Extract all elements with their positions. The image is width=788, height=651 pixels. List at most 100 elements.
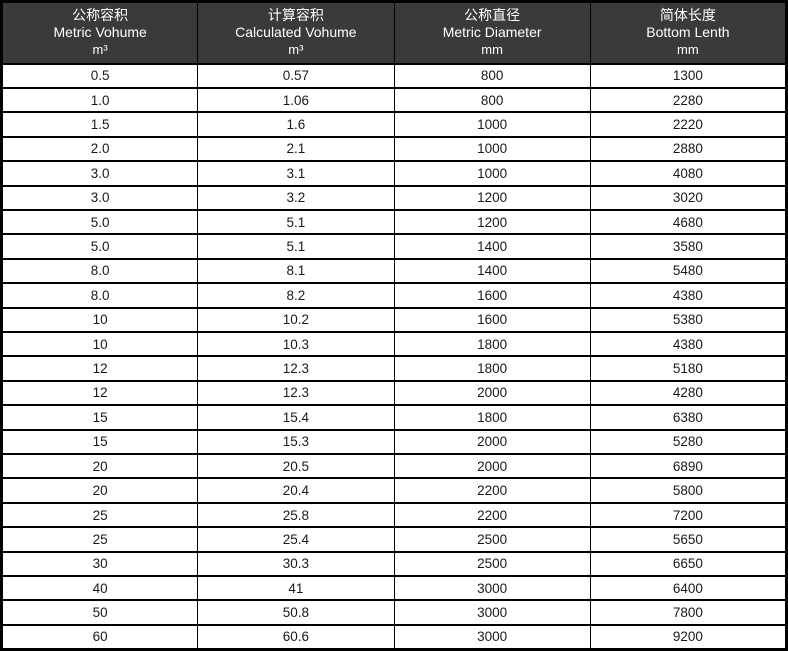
table-cell: 12.3 [197,379,395,407]
table-cell: 2.0 [0,135,199,163]
table-cell: 10.2 [197,306,395,333]
table-row: 1.5 1.6 1000 2220 [0,111,788,138]
table-cell: 40 [0,575,199,602]
table-cell: 6400 [589,575,788,602]
table-body: 0.5 0.57 800 1300 1.0 1.06 800 2280 1.5 1.6 1000 22… [0,62,788,651]
column-header-zh: 公称容积 [72,6,129,23]
table-cell: 20.5 [197,452,395,480]
table-cell: 5650 [589,526,788,553]
table-cell: 1.5 [0,111,199,138]
table-cell: 12 [0,355,199,382]
table-cell: 3.0 [0,160,199,187]
table-row: 5.0 5.1 1200 4680 [0,208,788,236]
table-cell: 15.3 [197,428,395,456]
table-cell: 1000 [393,135,591,163]
table-cell: 15.4 [197,404,395,431]
column-header-2: 公称直径 Metric Diameter mm [393,0,591,65]
table-cell: 1800 [393,404,591,431]
table-cell: 1800 [393,330,591,358]
table-cell: 2.1 [197,135,395,163]
column-header-en: Metric Diameter [442,24,542,41]
table-cell: 15 [0,404,199,431]
table-row: 2.0 2.1 1000 2880 [0,135,788,163]
table-cell: 1000 [393,160,591,187]
table-row: 10 10.3 1800 4380 [0,330,788,358]
table-row: 30 30.3 2500 6650 [0,550,788,578]
table-cell: 15 [0,428,199,456]
column-header-en: Metric Vohume [53,24,147,41]
table-cell: 6890 [589,452,788,480]
table-cell: 3020 [589,184,788,211]
table-header: 公称容积 Metric Vohume m³ 计算容积 Calculated Vohume… [0,0,788,65]
table-cell: 10.3 [197,330,395,358]
table-row: 5.0 5.1 1400 3580 [0,233,788,260]
table-cell: 2880 [589,135,788,163]
table-cell: 1300 [589,62,788,89]
table-cell: 5180 [589,355,788,382]
table-cell: 3000 [393,623,591,651]
table-cell: 2000 [393,428,591,456]
column-header-en: Calculated Vohume [235,24,357,41]
table-cell: 12 [0,379,199,407]
table-cell: 10 [0,330,199,358]
table-cell: 800 [393,86,591,114]
table-cell: 2280 [589,86,788,114]
table-cell: 9200 [589,623,788,651]
column-header-1: 计算容积 Calculated Vohume m³ [197,0,395,65]
table-cell: 1800 [393,355,591,382]
table-cell: 25.4 [197,526,395,553]
table-cell: 8.0 [0,282,199,309]
column-header-unit: m³ [92,42,108,58]
column-header-zh: 公称直径 [464,6,521,23]
table-cell: 8.1 [197,257,395,285]
table-cell: 20.4 [197,477,395,504]
table-cell: 50.8 [197,599,395,626]
column-header-3: 简体长度 Bottom Lenth mm [589,0,788,65]
table-row: 15 15.4 1800 6380 [0,404,788,431]
table-cell: 1200 [393,208,591,236]
table-cell: 5480 [589,257,788,285]
table-cell: 1600 [393,282,591,309]
table-row: 12 12.3 2000 4280 [0,379,788,407]
table-cell: 0.5 [0,62,199,89]
table-cell: 60.6 [197,623,395,651]
table-cell: 12.3 [197,355,395,382]
table-cell: 41 [197,575,395,602]
table-cell: 1200 [393,184,591,211]
table-row: 1.0 1.06 800 2280 [0,86,788,114]
table-row: 25 25.8 2200 7200 [0,501,788,529]
table-cell: 5380 [589,306,788,333]
table-cell: 4380 [589,330,788,358]
table-cell: 4080 [589,160,788,187]
table-cell: 4280 [589,379,788,407]
column-header-0: 公称容积 Metric Vohume m³ [0,0,199,65]
table-cell: 3000 [393,599,591,626]
table-cell: 30 [0,550,199,578]
table-cell: 4680 [589,208,788,236]
table-cell: 10 [0,306,199,333]
table-row: 8.0 8.2 1600 4380 [0,282,788,309]
table-row: 20 20.5 2000 6890 [0,452,788,480]
table-cell: 5800 [589,477,788,504]
table-cell: 2500 [393,526,591,553]
table-cell: 800 [393,62,591,89]
table-row: 0.5 0.57 800 1300 [0,62,788,89]
table-cell: 7200 [589,501,788,529]
table-cell: 1.0 [0,86,199,114]
table-row: 15 15.3 2000 5280 [0,428,788,456]
table-cell: 6650 [589,550,788,578]
table-cell: 1600 [393,306,591,333]
table-cell: 5.1 [197,233,395,260]
table-cell: 1400 [393,257,591,285]
table-header-row: 公称容积 Metric Vohume m³ 计算容积 Calculated Vohume… [0,0,788,65]
column-header-unit: mm [481,42,503,58]
table-cell: 2500 [393,550,591,578]
table-cell: 3580 [589,233,788,260]
table-cell: 25 [0,501,199,529]
table-cell: 3000 [393,575,591,602]
table-row: 3.0 3.2 1200 3020 [0,184,788,211]
table-row: 12 12.3 1800 5180 [0,355,788,382]
table-cell: 20 [0,477,199,504]
column-header-unit: mm [677,42,699,58]
